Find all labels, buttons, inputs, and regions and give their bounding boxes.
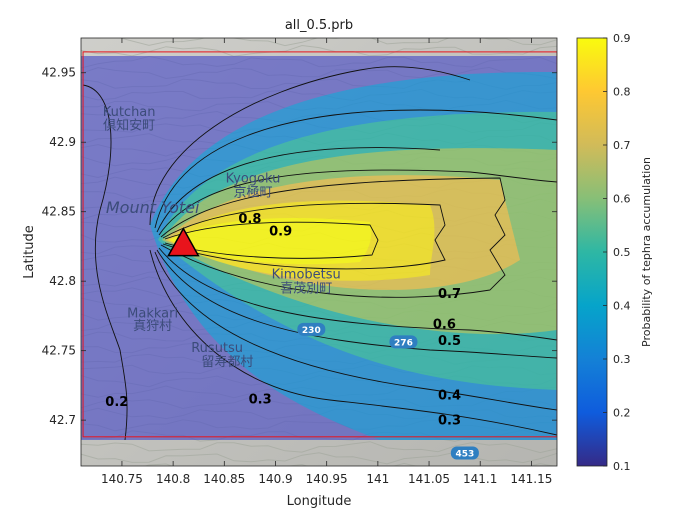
x-tick-label: 141.05 [408,472,450,486]
contour-label: 0.7 [438,287,461,302]
contour-0.3 [149,66,557,436]
colorbar-tick-label: 0.9 [613,32,631,45]
colorbar-tick-label: 0.4 [613,300,631,313]
colorbar-tick-label: 0.5 [613,246,631,259]
colorbar-tick-label: 0.8 [613,86,631,99]
map-place-label: Makkari [127,306,178,321]
map-place-label: Kimobetsu [272,267,341,282]
x-tick-label: 140.8 [156,472,190,486]
contour-0.5 [156,147,557,359]
road-number: 453 [455,449,474,459]
map-place-label: 京極町 [233,184,272,200]
x-tick-label: 140.85 [203,472,245,486]
terrain-line [81,38,557,47]
colorbar-tick-label: 0.7 [613,139,631,152]
road-badge [450,446,479,460]
map-place-label: Kyogoku [226,172,281,187]
contour-lines [82,66,557,441]
probability-field [81,56,557,441]
map-place-label: 留寿都村 [201,355,253,370]
colorbar-tick-label: 0.3 [613,353,631,366]
contour-0.9 [164,221,379,259]
colorbar-tick-label: 0.6 [613,193,631,206]
contour-0.8 [162,202,446,270]
y-tick-label: 42.7 [49,413,76,427]
contour-0.4 [154,109,557,411]
map-place-label: 倶知安町 [103,118,155,134]
road-badge [297,322,326,336]
contour-label: 0.9 [269,224,292,239]
contour-0.6 [158,169,557,341]
colorbar-tick-label: 0.1 [613,460,631,473]
colorbar-label: Probability of tephra accumulation [640,157,653,347]
x-axis: 140.75 140.8 140.85 140.9 140.95 141 141.05 141… [101,38,552,486]
contour-label: 0.2 [105,395,128,410]
map-place-label: Kutchan [103,105,156,120]
contour-0.2 [82,84,128,441]
chart-title: all_0.5.prb [285,18,353,33]
y-axis-label: Latitude [22,225,37,279]
domain-box [82,51,557,438]
contour-label: 0.6 [433,317,456,332]
map-place-label: 真狩村 [133,319,172,334]
x-tick-label: 140.9 [258,472,292,486]
contour-label: 0.3 [438,413,461,428]
road-number: 230 [302,326,321,336]
colorbar-bar [576,37,608,467]
contour-label: 0.3 [249,392,272,407]
contour-label: 0.8 [238,212,261,227]
y-axis: 42.7 42.75 42.8 42.85 42.9 42.95 [42,66,557,427]
contour-label: 0.5 [438,334,461,349]
road-badge [389,335,418,349]
contour-0.7 [160,177,506,298]
vent-marker [167,227,200,257]
x-tick-label: 141 [366,472,389,486]
map-place-label: Mount Yotei [106,198,200,217]
map-place-label: 喜茂別町 [280,281,332,296]
terrain-line [81,441,557,454]
road-number: 276 [394,338,413,348]
x-tick-label: 141.1 [463,472,497,486]
map-place-label: Rusutsu [191,341,243,356]
y-tick-label: 42.8 [49,274,76,288]
y-tick-label: 42.95 [42,66,76,80]
contour-label: 0.4 [438,388,461,403]
contour-labels: 0.8 0.9 0.7 0.6 0.5 0.4 0.3 0.3 0.2 [105,212,461,428]
x-tick-label: 140.75 [101,472,143,486]
axes-frame [80,37,558,467]
colorbar-ticks: 0.1 0.2 0.3 0.4 0.5 0.6 0.7 0.8 0.9 [603,32,631,473]
x-axis-label: Longitude [287,494,352,509]
colorbar: 0.1 0.2 0.3 0.4 0.5 0.6 0.7 0.8 0.9 Probability … [576,32,653,473]
y-tick-label: 42.9 [49,135,76,149]
colorbar-tick-label: 0.2 [613,407,631,420]
field-peak [170,217,372,265]
y-tick-label: 42.85 [42,205,76,219]
x-tick-label: 141.15 [510,472,552,486]
road-labels: 230 276 453 [297,322,479,460]
x-tick-label: 140.95 [306,472,348,486]
y-tick-label: 42.75 [42,344,76,358]
